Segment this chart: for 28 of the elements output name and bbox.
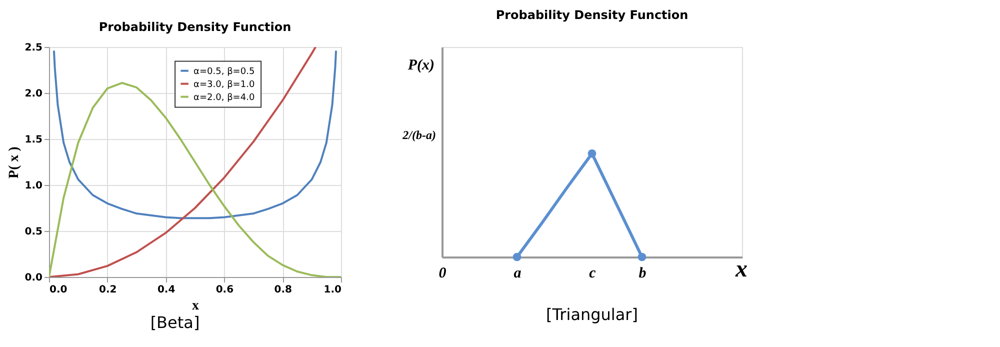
y-tick-label: 1.5 [24,134,43,146]
line-series [52,50,338,220]
x-axis-title: x [734,256,748,282]
text: 2/(b-a) [402,128,436,142]
legend-label: α=2.0, β=4.0 [194,92,255,103]
chart-title: Probability Density Function [496,8,688,22]
legend-label: α=3.0, β=1.0 [194,80,255,90]
y-axis-title: P( x ) [6,146,22,178]
x-axis-title: x [192,298,199,314]
x-tick-label: 0.4 [157,284,176,296]
y-tick-label: 0.5 [24,226,43,238]
y-tick-label: 2.5 [24,42,43,54]
chart-title: Probability Density Function [98,20,292,34]
x-tick-label: 0.2 [99,284,117,296]
x-tick-label: 0 [438,266,447,282]
x-tick-label: 0.8 [274,284,292,296]
y-tick-label: 1.0 [24,180,43,192]
x-tick-label: b [638,266,647,282]
x-tick-label: 1.0 [324,284,342,296]
x-tick-label: a [514,266,522,282]
text: [Triangular] [546,305,638,324]
x-tick-label: c [589,266,596,282]
x-tick-label: 0.0 [50,284,68,296]
text: [Beta] [150,313,200,332]
y-tick-label: 2.0 [24,88,43,100]
x-tick-label: 0.6 [216,284,234,296]
y-axis-title: P(x) [408,58,434,74]
legend-label: α=0.5, β=0.5 [194,66,255,77]
